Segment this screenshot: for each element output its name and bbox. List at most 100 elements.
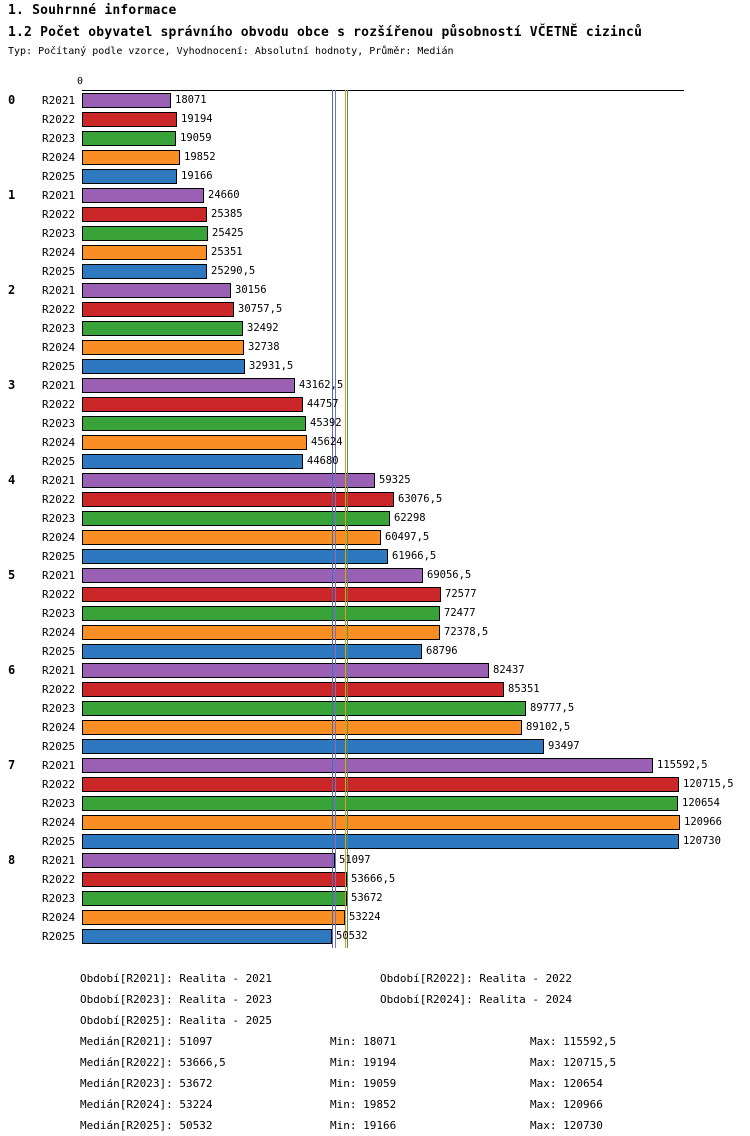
bar <box>82 739 544 754</box>
series-label: R2025 <box>42 170 76 183</box>
bar-value: 25385 <box>211 208 243 220</box>
series-label: R2023 <box>42 512 76 525</box>
bar-value: 19059 <box>180 132 212 144</box>
bar-value: 43162,5 <box>299 379 344 391</box>
bar <box>82 416 306 431</box>
series-label: R2023 <box>42 417 76 430</box>
stat-max: Max: 120730 <box>530 1119 603 1132</box>
bar <box>82 359 245 374</box>
bar-value: 85351 <box>508 683 540 695</box>
bar <box>82 511 390 526</box>
legend-period: Období[R2021]: Realita - 2021 <box>80 972 273 985</box>
series-label: R2022 <box>42 398 76 411</box>
bar-value: 19194 <box>181 113 213 125</box>
bar <box>82 245 207 260</box>
bar <box>82 226 208 241</box>
bar-value: 45624 <box>311 436 343 448</box>
series-label: R2022 <box>42 208 76 221</box>
stat-min: Min: 19852 <box>330 1098 397 1111</box>
bar-value: 32492 <box>247 322 279 334</box>
group-label: 6 <box>8 663 16 677</box>
bar <box>82 340 244 355</box>
stat-min: Min: 19194 <box>330 1056 397 1069</box>
report-meta: Typ: Počítaný podle vzorce, Vyhodnocení:… <box>8 46 454 57</box>
median-line <box>332 90 333 948</box>
bar <box>82 283 231 298</box>
bar-value: 61966,5 <box>392 550 437 562</box>
bar <box>82 758 653 773</box>
legend-period: Období[R2025]: Realita - 2025 <box>80 1014 273 1027</box>
bar-value: 45392 <box>310 417 342 429</box>
bar-value: 59325 <box>379 474 411 486</box>
bar-value: 120966 <box>684 816 722 828</box>
bar <box>82 644 422 659</box>
bar <box>82 397 303 412</box>
bar <box>82 549 388 564</box>
bar <box>82 606 440 621</box>
series-label: R2024 <box>42 816 76 829</box>
bar <box>82 435 307 450</box>
bar <box>82 131 176 146</box>
stat-max: Max: 120654 <box>530 1077 603 1090</box>
axis-zero-label: 0 <box>77 76 84 87</box>
bar-value: 115592,5 <box>657 759 708 771</box>
bar-value: 30156 <box>235 284 267 296</box>
bar-value: 120715,5 <box>683 778 734 790</box>
series-label: R2023 <box>42 227 76 240</box>
series-label: R2022 <box>42 588 76 601</box>
series-label: R2024 <box>42 341 76 354</box>
series-label: R2025 <box>42 360 76 373</box>
report-subtitle: 1.2 Počet obyvatel správního obvodu obce… <box>8 25 643 40</box>
series-label: R2024 <box>42 246 76 259</box>
bar-value: 53672 <box>351 892 383 904</box>
bar-value: 19852 <box>184 151 216 163</box>
series-label: R2024 <box>42 911 76 924</box>
series-label: R2021 <box>42 664 76 677</box>
bar-value: 93497 <box>548 740 580 752</box>
stat-max: Max: 120966 <box>530 1098 603 1111</box>
bar-value: 72477 <box>444 607 476 619</box>
series-label: R2022 <box>42 873 76 886</box>
bar-value: 89777,5 <box>530 702 575 714</box>
stat-min: Min: 19059 <box>330 1077 397 1090</box>
bar-value: 32931,5 <box>249 360 294 372</box>
series-label: R2025 <box>42 455 76 468</box>
series-label: R2023 <box>42 132 76 145</box>
series-label: R2023 <box>42 892 76 905</box>
bar-value: 89102,5 <box>526 721 571 733</box>
bar <box>82 682 504 697</box>
series-label: R2021 <box>42 94 76 107</box>
bar-value: 82437 <box>493 664 525 676</box>
series-label: R2022 <box>42 113 76 126</box>
bar-value: 51097 <box>339 854 371 866</box>
bar <box>82 321 243 336</box>
legend-period: Období[R2022]: Realita - 2022 <box>380 972 573 985</box>
series-label: R2023 <box>42 322 76 335</box>
bar <box>82 663 489 678</box>
series-label: R2024 <box>42 531 76 544</box>
bar-value: 68796 <box>426 645 458 657</box>
series-label: R2025 <box>42 550 76 563</box>
bar <box>82 169 177 184</box>
group-label: 2 <box>8 283 16 297</box>
bar <box>82 454 303 469</box>
series-label: R2024 <box>42 151 76 164</box>
group-label: 1 <box>8 188 16 202</box>
bar <box>82 853 335 868</box>
series-label: R2024 <box>42 626 76 639</box>
bar-value: 18071 <box>175 94 207 106</box>
stat-median: Medián[R2025]: 50532 <box>80 1119 213 1132</box>
series-label: R2023 <box>42 607 76 620</box>
series-label: R2021 <box>42 379 76 392</box>
bar <box>82 910 345 925</box>
report-title: 1. Souhrnné informace <box>8 3 177 18</box>
series-label: R2024 <box>42 436 76 449</box>
series-label: R2021 <box>42 854 76 867</box>
bar <box>82 492 394 507</box>
series-label: R2023 <box>42 797 76 810</box>
bar-value: 53224 <box>349 911 381 923</box>
bar-value: 25425 <box>212 227 244 239</box>
bar <box>82 112 177 127</box>
bar-value: 69056,5 <box>427 569 472 581</box>
